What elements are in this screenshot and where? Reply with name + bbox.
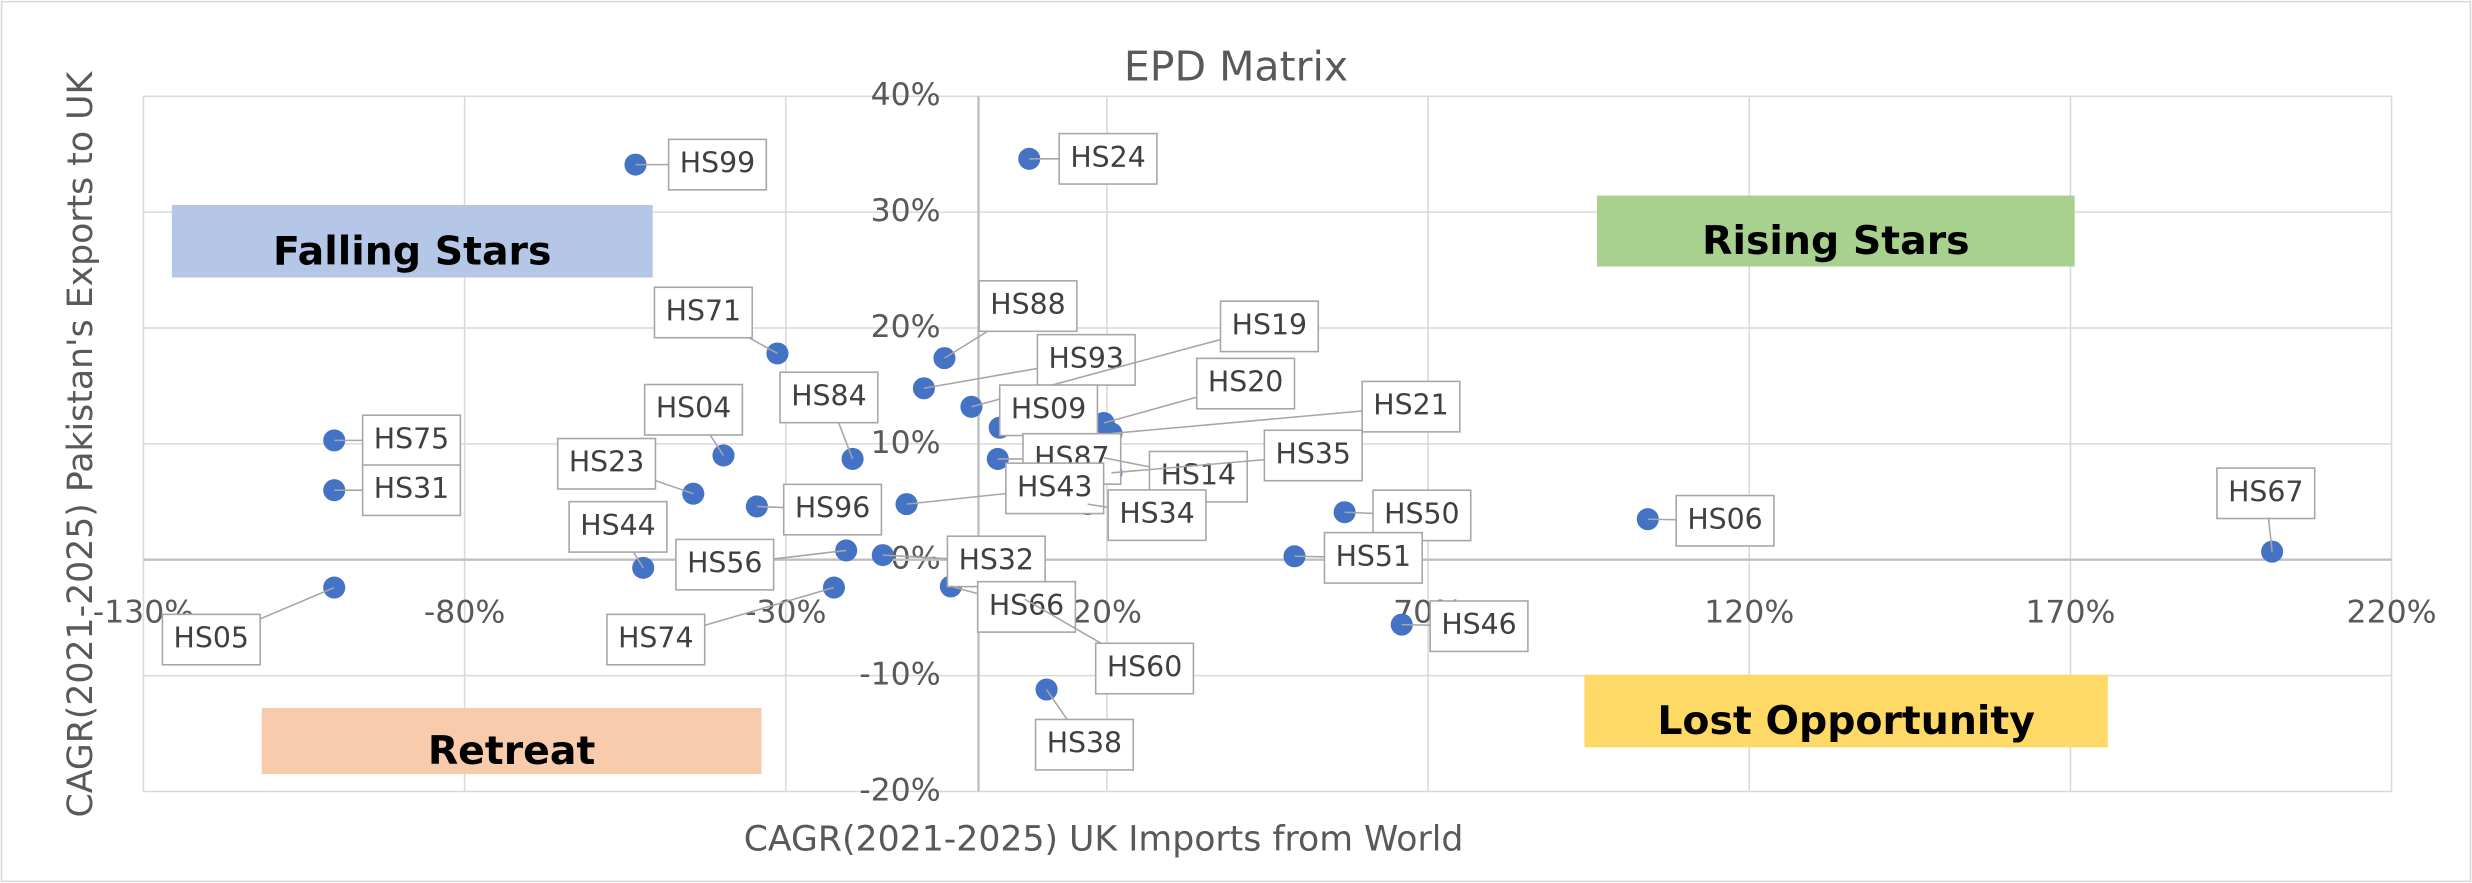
point-label: HS04 bbox=[656, 392, 731, 425]
label-box bbox=[2216, 467, 2316, 520]
point-label: HS21 bbox=[1373, 389, 1448, 422]
quadrant-box bbox=[1597, 195, 2075, 267]
point-label: HS38 bbox=[1047, 727, 1122, 760]
point-label: HS19 bbox=[1232, 308, 1307, 341]
quadrant-label: Retreat bbox=[428, 728, 596, 774]
label-box bbox=[1429, 600, 1529, 653]
point-label: HS50 bbox=[1384, 497, 1459, 530]
label-box bbox=[1094, 642, 1195, 695]
point-label: HS09 bbox=[1011, 392, 1086, 425]
point-label: HS14 bbox=[1161, 459, 1236, 492]
label-box bbox=[1219, 300, 1320, 353]
quadrant-box bbox=[171, 205, 653, 278]
x-tick-label: -30% bbox=[745, 594, 826, 630]
point-label: HS74 bbox=[618, 622, 693, 655]
label-box bbox=[667, 138, 768, 191]
label-box bbox=[782, 483, 883, 536]
y-axis-title: CAGR(2021-2025) Pakistan's Exports to UK bbox=[61, 71, 101, 818]
label-box bbox=[643, 383, 744, 436]
y-tick-label: 40% bbox=[871, 77, 941, 113]
quadrant-box bbox=[261, 707, 762, 775]
point bbox=[912, 377, 935, 400]
y-tick-label: 20% bbox=[871, 309, 941, 345]
quadrant-box bbox=[1584, 674, 2108, 748]
label-box bbox=[1361, 380, 1461, 433]
label-box bbox=[1034, 718, 1135, 771]
label-box bbox=[976, 580, 1077, 633]
point-label: HS96 bbox=[795, 492, 870, 525]
x-tick-label: 220% bbox=[2347, 594, 2437, 630]
point-label: HS66 bbox=[989, 589, 1064, 622]
label-box bbox=[653, 286, 754, 339]
chart-title: EPD Matrix bbox=[1124, 42, 1348, 90]
point-label: HS75 bbox=[374, 422, 449, 455]
point-label: HS34 bbox=[1119, 497, 1194, 530]
point bbox=[1333, 501, 1356, 524]
label-box bbox=[998, 384, 1099, 437]
y-tick-label: 30% bbox=[871, 193, 941, 229]
point-label: HS46 bbox=[1441, 608, 1516, 641]
point-label: HS88 bbox=[990, 288, 1065, 321]
point-label: HS51 bbox=[1336, 540, 1411, 573]
point-label: HS60 bbox=[1107, 651, 1182, 684]
label-box bbox=[1195, 357, 1296, 410]
point-label: HS05 bbox=[174, 622, 249, 655]
label-box bbox=[1263, 429, 1363, 482]
label-box bbox=[1005, 462, 1105, 515]
label-box bbox=[1058, 132, 1158, 185]
label-box bbox=[568, 500, 668, 553]
point-label: HS35 bbox=[1276, 437, 1351, 470]
label-box bbox=[1036, 333, 1136, 386]
point-label: HS24 bbox=[1070, 141, 1145, 174]
quadrant-label: Rising Stars bbox=[1702, 218, 1970, 264]
label-box bbox=[1107, 489, 1207, 542]
label-box bbox=[1675, 494, 1775, 547]
point-label: HS71 bbox=[666, 294, 741, 327]
point-label: HS56 bbox=[687, 547, 762, 580]
point-label: HS31 bbox=[374, 472, 449, 505]
quadrant-label: Falling Stars bbox=[273, 228, 551, 274]
y-tick-label: 10% bbox=[871, 425, 941, 461]
label-box bbox=[556, 437, 657, 490]
quadrant-label: Lost Opportunity bbox=[1657, 698, 2035, 744]
label-box bbox=[675, 538, 775, 591]
y-tick-label: -20% bbox=[859, 772, 940, 808]
point-label: HS93 bbox=[1049, 342, 1124, 375]
point-label: HS99 bbox=[680, 147, 755, 180]
point-label: HS32 bbox=[959, 543, 1034, 576]
point-label: HS44 bbox=[580, 509, 655, 542]
point bbox=[1035, 678, 1058, 701]
label-box bbox=[779, 371, 879, 424]
leader-line bbox=[1111, 405, 1412, 435]
point bbox=[933, 347, 956, 370]
x-axis-title: CAGR(2021-2025) UK Imports from World bbox=[744, 819, 1464, 859]
label-box bbox=[606, 613, 706, 666]
label-box bbox=[161, 613, 261, 666]
x-tick-label: -80% bbox=[424, 594, 505, 630]
label-box bbox=[1323, 531, 1423, 584]
x-tick-label: 20% bbox=[1072, 594, 1142, 630]
point-label: HS84 bbox=[791, 379, 866, 412]
x-tick-label: 170% bbox=[2025, 594, 2115, 630]
x-tick-label: 120% bbox=[1704, 594, 1794, 630]
label-box bbox=[946, 535, 1046, 588]
point-label: HS43 bbox=[1017, 470, 1092, 503]
label-box bbox=[978, 280, 1078, 333]
label-box bbox=[361, 414, 462, 467]
point-label: HS06 bbox=[1687, 503, 1762, 536]
point-label: HS23 bbox=[569, 446, 644, 479]
y-tick-label: -10% bbox=[859, 657, 940, 693]
point-label: HS67 bbox=[2228, 475, 2303, 508]
point-label: HS20 bbox=[1208, 366, 1283, 399]
label-box bbox=[361, 464, 462, 517]
